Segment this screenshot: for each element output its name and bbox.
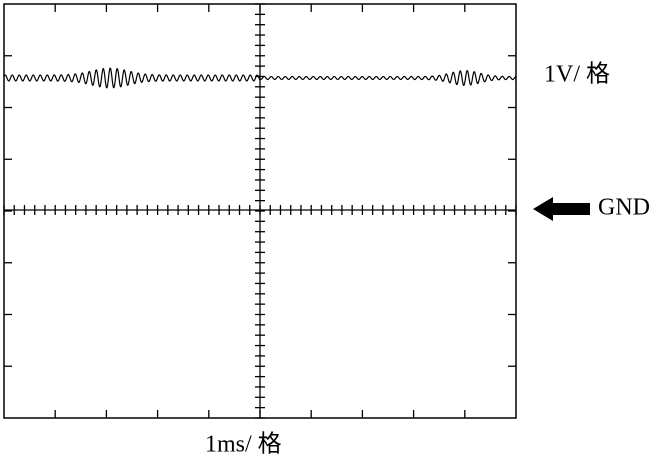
gnd-label: GND (598, 195, 650, 221)
graticule (3, 3, 517, 419)
waveform (3, 67, 517, 89)
time-scale-label: 1ms/ 格 (205, 431, 282, 458)
vertical-scale-label: 1V/ 格 (544, 61, 610, 88)
gnd-arrow (533, 197, 590, 221)
